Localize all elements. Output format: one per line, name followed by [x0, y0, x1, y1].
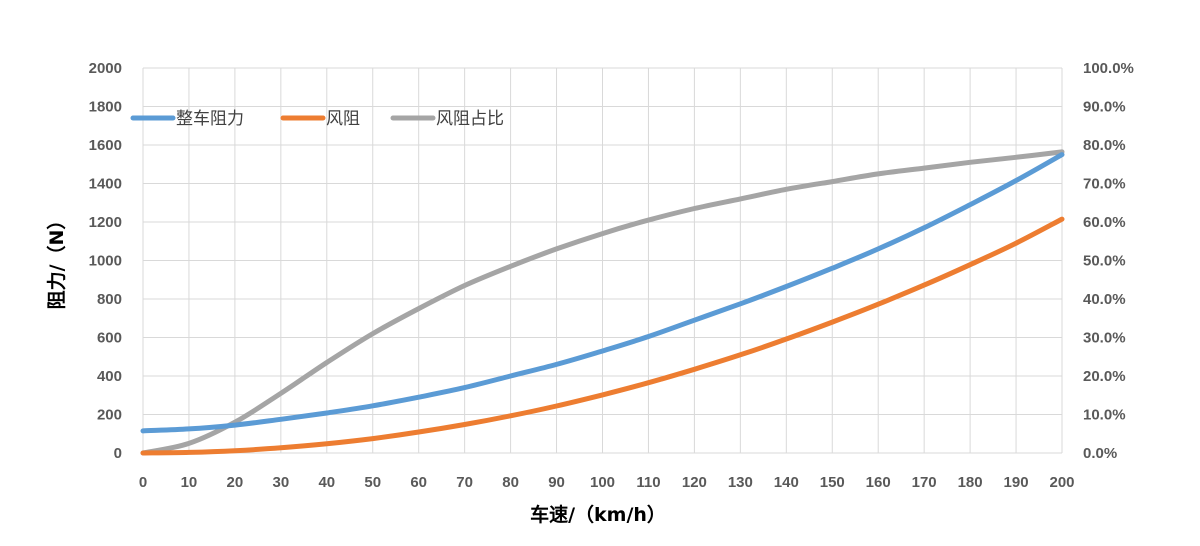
y2-tick-label: 80.0%	[1083, 137, 1126, 154]
y2-tick-label: 20.0%	[1083, 368, 1126, 385]
x-tick-label: 60	[410, 474, 427, 491]
x-tick-label: 20	[227, 474, 244, 491]
series-line-1	[140, 216, 1065, 456]
x-tick-label: 150	[820, 474, 845, 491]
x-tick-label: 80	[502, 474, 519, 491]
y2-axis-ticks: 0.0% 10.0% 20.0% 30.0% 40.0% 50.0% 60.0% 70.0% 8…	[1083, 60, 1134, 462]
y-axis-ticks: 0 200 400 600 800 1000 1200 1400 1600 1800 2000	[89, 60, 122, 462]
series-line-0	[140, 152, 1065, 434]
y-tick-label: 1200	[89, 214, 122, 231]
y2-tick-label: 90.0%	[1083, 99, 1126, 116]
y-tick-label: 0	[114, 445, 122, 462]
series-lines	[140, 149, 1065, 456]
x-tick-label: 110	[636, 474, 660, 491]
x-tick-label: 130	[728, 474, 753, 491]
x-tick-label: 190	[1004, 474, 1029, 491]
x-tick-label: 120	[682, 474, 707, 491]
y2-tick-label: 30.0%	[1083, 330, 1126, 347]
x-axis-ticks: 0 10 20 30 40 50 60 70 80 90 100 110 120 130 140 150 160…	[139, 474, 1075, 491]
gridlines	[142, 67, 1063, 454]
x-tick-label: 90	[548, 474, 565, 491]
x-tick-label: 180	[958, 474, 983, 491]
legend-label-0: 整车阻力	[176, 109, 244, 129]
y-tick-label: 200	[97, 407, 122, 424]
y2-tick-label: 10.0%	[1083, 407, 1126, 424]
x-tick-label: 140	[774, 474, 799, 491]
x-tick-label: 100	[590, 474, 615, 491]
y-axis-title: 阻力/（N）	[45, 211, 68, 310]
x-tick-label: 40	[318, 474, 335, 491]
x-tick-label: 200	[1049, 474, 1074, 491]
y-tick-label: 800	[97, 291, 122, 308]
x-tick-label: 170	[912, 474, 937, 491]
legend: 整车阻力 风阻 风阻占比	[130, 109, 504, 129]
y-tick-label: 1400	[89, 176, 122, 193]
y-tick-label: 1800	[89, 99, 122, 116]
y-tick-label: 1000	[89, 253, 122, 270]
y2-tick-label: 40.0%	[1083, 291, 1126, 308]
legend-label-1: 风阻	[326, 109, 360, 129]
legend-label-2: 风阻占比	[436, 109, 504, 129]
y2-tick-label: 60.0%	[1083, 214, 1126, 231]
series-line-2	[140, 149, 1065, 456]
x-tick-label: 50	[364, 474, 381, 491]
x-tick-label: 10	[181, 474, 198, 491]
y-tick-label: 600	[97, 330, 122, 347]
y2-tick-label: 100.0%	[1083, 60, 1134, 77]
x-tick-label: 160	[866, 474, 891, 491]
y-tick-label: 400	[97, 368, 122, 385]
x-tick-label: 30	[273, 474, 290, 491]
y-tick-label: 2000	[89, 60, 122, 77]
x-tick-label: 70	[456, 474, 473, 491]
x-axis-title: 车速/（km/h）	[530, 503, 666, 526]
y-tick-label: 1600	[89, 137, 122, 154]
y2-tick-label: 0.0%	[1083, 445, 1117, 462]
x-tick-label: 0	[139, 474, 147, 491]
y2-tick-label: 70.0%	[1083, 176, 1126, 193]
y2-tick-label: 50.0%	[1083, 253, 1126, 270]
